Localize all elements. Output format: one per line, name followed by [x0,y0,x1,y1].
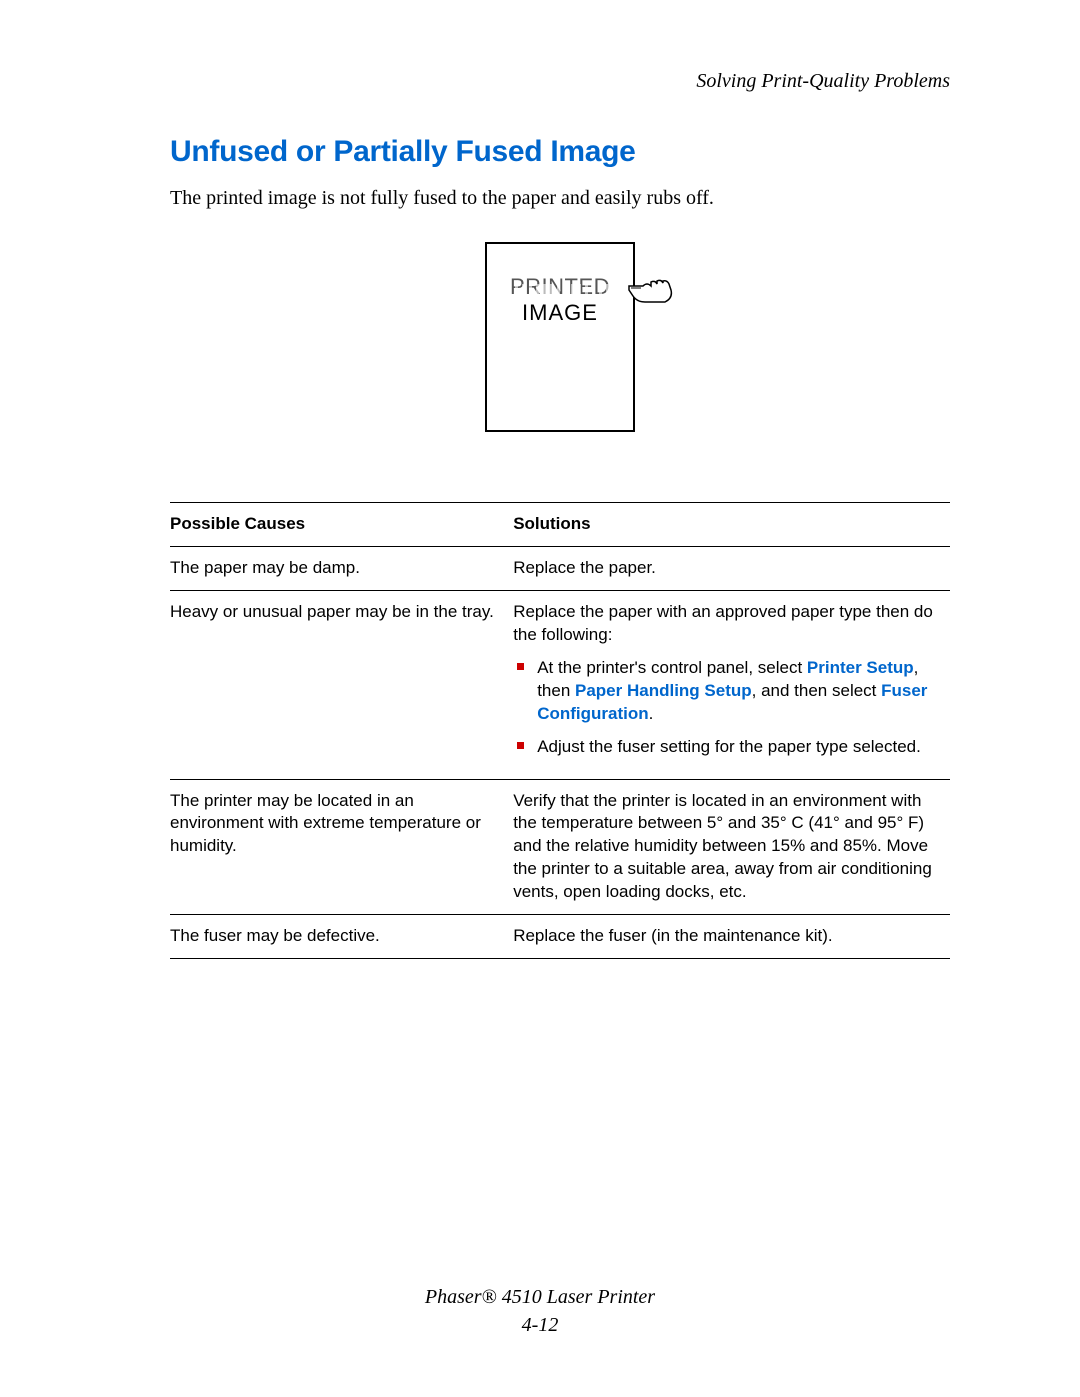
table-header-row: Possible Causes Solutions [170,503,950,547]
col-header-causes: Possible Causes [170,503,513,547]
illustration-text-image: IMAGE [487,300,633,326]
running-header: Solving Print-Quality Problems [170,70,950,93]
cause-cell: The paper may be damp. [170,546,513,590]
illustration: PRINTED IMAGE [170,242,950,432]
illustration-text-printed: PRINTED [510,274,610,300]
solution-intro: Replace the paper with an approved paper… [513,602,933,644]
table-row: Heavy or unusual paper may be in the tra… [170,590,950,779]
link-paper-handling-setup[interactable]: Paper Handling Setup [575,681,752,700]
solution-bullet: Adjust the fuser setting for the paper t… [513,736,938,759]
page-footer: Phaser® 4510 Laser Printer 4-12 [0,1283,1080,1339]
solution-cell: Replace the fuser (in the maintenance ki… [513,915,950,959]
col-header-solutions: Solutions [513,503,950,547]
troubleshooting-table: Possible Causes Solutions The paper may … [170,502,950,959]
cause-cell: The fuser may be defective. [170,915,513,959]
solution-cell: Replace the paper with an approved paper… [513,590,950,779]
table-row: The paper may be damp. Replace the paper… [170,546,950,590]
intro-paragraph: The printed image is not fully fused to … [170,187,950,210]
footer-page-number: 4-12 [0,1311,1080,1339]
paper-diagram: PRINTED IMAGE [485,242,635,432]
cause-cell: The printer may be located in an environ… [170,779,513,915]
footer-product: Phaser® 4510 Laser Printer [0,1283,1080,1311]
page-title: Unfused or Partially Fused Image [170,135,950,169]
link-printer-setup[interactable]: Printer Setup [807,658,914,677]
pointing-hand-icon [627,272,677,306]
solution-cell: Verify that the printer is located in an… [513,779,950,915]
solution-cell: Replace the paper. [513,546,950,590]
section-title: Solving Print-Quality Problems [696,70,950,92]
solution-bullet: At the printer's control panel, select P… [513,657,938,726]
solution-bullet-list: At the printer's control panel, select P… [513,657,938,759]
table-row: The printer may be located in an environ… [170,779,950,915]
table-row: The fuser may be defective. Replace the … [170,915,950,959]
cause-cell: Heavy or unusual paper may be in the tra… [170,590,513,779]
